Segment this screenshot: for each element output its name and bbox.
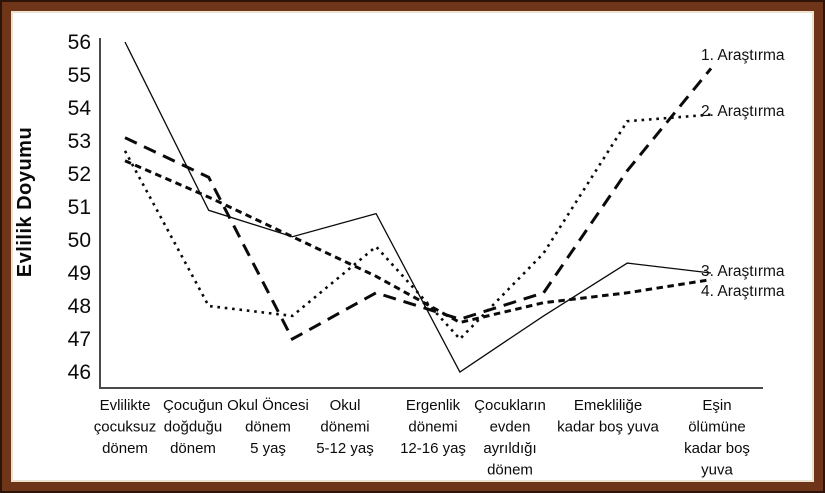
x-category-label: Okul dönemi 5-12 yaş (316, 397, 374, 457)
x-category-label: Çocukların evden ayrıldığı dönem (474, 397, 546, 479)
x-category-label: Okul Öncesi dönem 5 yaş (227, 396, 309, 457)
y-tick-label: 47 (68, 328, 91, 351)
y-tick-label: 49 (68, 262, 91, 285)
y-tick-label: 51 (68, 196, 91, 219)
x-category-label: Eşin ölümüne kadar boş yuva (684, 397, 750, 479)
legend-label-series-2: 2. Araştırma (701, 103, 785, 120)
y-tick-label: 48 (68, 295, 91, 318)
y-tick-label: 52 (68, 163, 91, 186)
chart-canvas: 46 47 48 49 50 51 52 53 54 55 56 Evlilikte çocuksuz d… (68, 31, 763, 479)
x-category-label: Çocuğun doğduğu dönem (163, 397, 223, 457)
legend-label-series-3: 3. Araştırma (701, 263, 785, 280)
legend-label-series-1: 1. Araştırma (701, 47, 785, 64)
line-chart: 46 47 48 49 50 51 52 53 54 55 56 Evlilikte çocuksuz d… (13, 13, 812, 480)
y-tick-label: 46 (68, 361, 91, 384)
x-category-label: Ergenlik dönemi 12-16 yaş (400, 397, 466, 457)
y-tick-label: 55 (68, 64, 91, 87)
axis-lines (99, 38, 763, 389)
y-tick-label: 54 (68, 97, 92, 120)
x-category-label: Emekliliğe kadar boş yuva (557, 397, 659, 436)
y-tick-label: 53 (68, 130, 91, 153)
y-axis-title: Evlilik Doyumu (14, 126, 36, 278)
series-3-line (124, 41, 712, 373)
y-tick-label: 56 (68, 31, 91, 54)
legend-label-series-4: 4. Araştırma (701, 283, 785, 300)
series-4-line (124, 159, 712, 325)
x-category-label: Evlilikte çocuksuz dönem (94, 397, 157, 457)
y-tick-label: 50 (68, 229, 91, 252)
series-2-line (123, 113, 712, 341)
